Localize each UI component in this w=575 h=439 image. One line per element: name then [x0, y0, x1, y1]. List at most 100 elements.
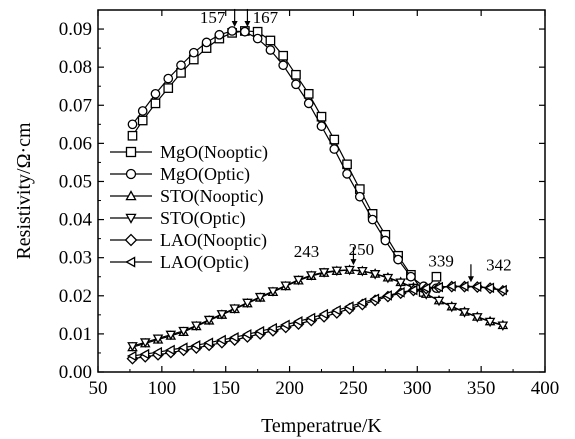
data-point — [176, 60, 186, 71]
data-point — [127, 342, 138, 352]
data-point — [265, 45, 276, 55]
data-point — [393, 254, 403, 265]
annotation-label: 157 — [200, 8, 226, 27]
legend-marker — [125, 190, 137, 201]
data-point — [380, 235, 391, 246]
data-point — [446, 280, 456, 292]
data-point — [265, 35, 276, 46]
data-point — [126, 350, 137, 362]
legend-label: LAO(Optic) — [160, 252, 249, 273]
data-point — [267, 287, 279, 297]
data-point — [150, 88, 161, 99]
data-point — [369, 293, 380, 305]
legend-label: MgO(Optic) — [160, 164, 250, 185]
data-point — [382, 290, 392, 301]
data-point — [280, 281, 292, 292]
data-point — [331, 304, 341, 316]
x-tick-label: 400 — [531, 378, 560, 399]
data-point — [178, 342, 188, 353]
data-point — [190, 340, 201, 351]
data-point — [188, 47, 199, 58]
legend-marker — [125, 146, 137, 158]
annotation-label: 243 — [294, 242, 320, 261]
data-point — [459, 280, 469, 292]
y-tick-label: 0.07 — [59, 95, 92, 116]
data-point — [329, 144, 340, 154]
y-tick-label: 0.04 — [59, 210, 93, 231]
data-point — [344, 301, 354, 312]
annotations: 157 167 243 250 339 342 — [200, 8, 512, 283]
data-point — [252, 33, 263, 44]
data-point — [216, 310, 228, 320]
data-point — [201, 37, 212, 48]
data-point — [137, 106, 148, 116]
legend-entry: MgO(Optic) — [110, 164, 250, 185]
data-point — [303, 88, 314, 99]
data-point — [472, 313, 483, 323]
data-point — [395, 287, 405, 298]
data-point — [292, 316, 303, 327]
data-point — [191, 321, 202, 332]
data-point — [240, 26, 250, 37]
data-point — [356, 297, 367, 308]
series-lao-optic- — [126, 280, 507, 362]
legend: MgO(Nooptic)MgO(Optic)STO(Nooptic)STO(Op… — [110, 142, 268, 273]
data-point — [420, 282, 431, 294]
data-point — [342, 159, 352, 170]
data-point — [165, 344, 175, 356]
data-point — [280, 319, 290, 331]
legend-entry: STO(Optic) — [110, 208, 246, 229]
y-tick-label: 0.06 — [59, 133, 92, 154]
data-point — [278, 60, 289, 71]
data-point — [278, 50, 289, 61]
data-point — [229, 304, 240, 314]
legend-label: MgO(Nooptic) — [160, 142, 268, 163]
data-point — [369, 270, 381, 280]
data-point — [165, 330, 177, 341]
y-tick-label: 0.00 — [59, 362, 92, 383]
data-point — [344, 265, 355, 276]
legend-entry: LAO(Optic) — [110, 252, 249, 273]
y-tick-label: 0.09 — [59, 19, 92, 40]
data-point — [342, 169, 352, 179]
data-point — [497, 284, 507, 296]
y-tick-label: 0.01 — [59, 324, 92, 345]
x-axis: 50 100 150 200 250 300 350 400 — [89, 10, 560, 399]
data-point — [242, 298, 253, 309]
data-point — [471, 281, 482, 292]
data-point — [305, 312, 316, 324]
data-point — [406, 271, 416, 282]
data-point — [433, 296, 445, 307]
data-point — [303, 98, 314, 109]
data-point — [329, 134, 340, 145]
data-point — [331, 266, 343, 277]
x-tick-label: 350 — [467, 378, 496, 399]
data-point — [139, 338, 151, 348]
legend-label: STO(Optic) — [160, 208, 246, 229]
legend-entry: MgO(Nooptic) — [110, 142, 268, 163]
y-tick-label: 0.03 — [59, 248, 92, 269]
data-point — [137, 115, 148, 126]
data-point — [291, 79, 301, 90]
y-tick-label: 0.05 — [59, 171, 92, 192]
data-point — [203, 337, 214, 348]
data-point — [484, 317, 496, 328]
data-point — [152, 346, 163, 358]
data-point — [407, 284, 418, 296]
data-point — [178, 326, 189, 337]
y-tick-label: 0.02 — [59, 286, 92, 307]
data-point — [318, 268, 330, 278]
annotation-arrow-head — [350, 259, 357, 266]
data-point — [139, 348, 150, 360]
x-tick-label: 50 — [89, 378, 108, 399]
legend-marker — [124, 233, 138, 247]
data-point — [431, 271, 442, 282]
legend-entry: LAO(Nooptic) — [110, 230, 267, 251]
series-lao-nooptic- — [126, 280, 509, 365]
data-point — [367, 214, 378, 225]
series-line — [132, 286, 503, 360]
annotation-label: 167 — [253, 8, 279, 27]
data-point — [254, 325, 265, 337]
annotation-arrow-head — [244, 20, 251, 27]
data-point — [214, 29, 225, 40]
